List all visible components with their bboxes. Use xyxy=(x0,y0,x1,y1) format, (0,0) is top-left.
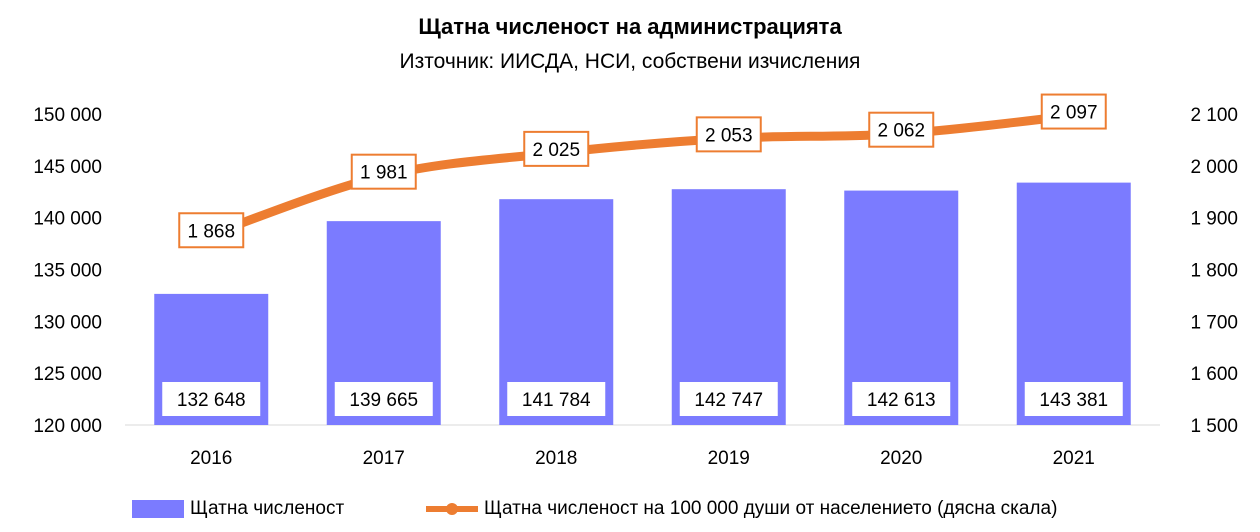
y-left-tick-label: 120 000 xyxy=(33,416,102,437)
legend-label-bars: Щатна численост xyxy=(190,498,345,519)
y-right-tick-label: 1 600 xyxy=(1190,364,1238,385)
x-tick-label: 2021 xyxy=(1053,448,1095,469)
y-left-tick-label: 140 000 xyxy=(33,209,102,230)
bar-data-label: 142 747 xyxy=(694,390,763,411)
x-tick-label: 2016 xyxy=(190,448,232,469)
bar-label-box xyxy=(852,382,951,416)
bar-label-box xyxy=(334,382,433,416)
line-label-box xyxy=(178,212,245,249)
y-right-tick-label: 2 000 xyxy=(1190,157,1238,178)
bar-data-label: 143 381 xyxy=(1039,390,1108,411)
chart-title: Щатна численост на администрацията xyxy=(418,14,842,39)
x-tick-label: 2019 xyxy=(708,448,750,469)
y-right-tick-label: 1 900 xyxy=(1190,209,1238,230)
bar-label-box xyxy=(679,382,778,416)
line-data-label: 2 062 xyxy=(877,121,925,142)
x-tick-label: 2020 xyxy=(880,448,922,469)
y-right-tick-label: 1 700 xyxy=(1190,312,1238,333)
bar-label-box xyxy=(162,382,261,416)
line-data-label: 2 025 xyxy=(532,140,580,161)
line-label-box xyxy=(868,111,935,148)
x-tick-label: 2017 xyxy=(363,448,405,469)
line-label-box xyxy=(1040,93,1107,130)
bar-data-label: 139 665 xyxy=(349,390,418,411)
legend-item-bars: Щатна численост xyxy=(132,496,344,522)
bar-label-box xyxy=(1024,382,1123,416)
bar-data-label: 132 648 xyxy=(177,390,246,411)
line-data-label: 2 097 xyxy=(1050,103,1098,124)
x-tick-label: 2018 xyxy=(535,448,577,469)
legend-swatch-line xyxy=(426,496,478,522)
line-data-label: 2 053 xyxy=(705,125,753,146)
chart-subtitle: Източник: ИИСДА, НСИ, собствени изчислен… xyxy=(399,50,861,73)
y-left-tick-label: 135 000 xyxy=(33,261,102,282)
bar-data-label: 142 613 xyxy=(867,390,936,411)
legend-swatch-bars xyxy=(132,500,184,518)
y-left-tick-label: 125 000 xyxy=(33,364,102,385)
y-left-tick-label: 130 000 xyxy=(33,312,102,333)
bar-data-label: 141 784 xyxy=(522,390,591,411)
line-label-box xyxy=(523,130,590,167)
legend-label-line: Щатна численост на 100 000 души от насел… xyxy=(484,498,1058,519)
y-right-tick-label: 2 100 xyxy=(1190,105,1238,126)
legend-item-line: Щатна численост на 100 000 души от насел… xyxy=(426,496,1057,522)
line-data-label: 1 981 xyxy=(360,163,408,184)
bar-label-box xyxy=(507,382,606,416)
line-label-box xyxy=(695,116,762,153)
line-data-label: 1 868 xyxy=(187,221,235,242)
y-left-tick-label: 150 000 xyxy=(33,105,102,126)
y-left-tick-label: 145 000 xyxy=(33,157,102,178)
y-right-tick-label: 1 500 xyxy=(1190,416,1238,437)
line-label-box xyxy=(350,153,417,190)
y-right-tick-label: 1 800 xyxy=(1190,261,1238,282)
